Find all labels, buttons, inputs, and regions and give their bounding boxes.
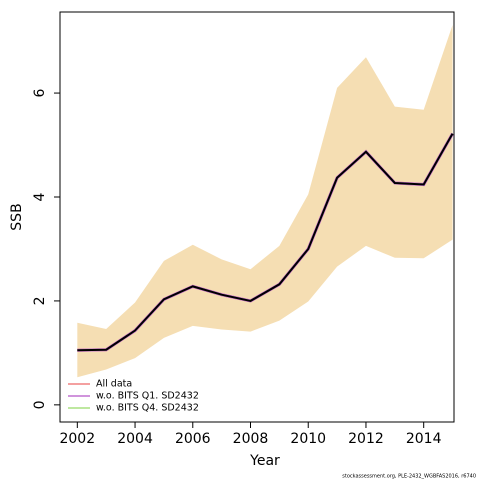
series-line: [77, 133, 454, 352]
y-tick-label: 0: [32, 400, 48, 409]
y-axis-label: SSB: [9, 203, 25, 230]
legend-label: w.o. BITS Q4. SD2432: [96, 403, 199, 414]
x-tick-label: 2014: [406, 431, 442, 447]
x-tick-label: 2002: [59, 431, 95, 447]
plot-frame: [59, 11, 455, 423]
legend-label: w.o. BITS Q1. SD2432: [96, 391, 199, 402]
x-axis-label: Year: [249, 453, 280, 469]
y-tick-label: 6: [32, 89, 48, 98]
y-tick-label: 4: [32, 192, 48, 201]
confidence-band: [77, 24, 453, 378]
x-tick-label: 2004: [117, 431, 153, 447]
footnote: stockassessment.org, PLE-2432_WGBFAS2016…: [342, 474, 476, 480]
x-tick-label: 2012: [348, 431, 384, 447]
x-tick-label: 2010: [290, 431, 326, 447]
x-tick-label: 2006: [175, 431, 211, 447]
x-tick-label: 2008: [233, 431, 269, 447]
legend-label: All data: [96, 379, 132, 390]
y-tick-label: 2: [32, 296, 48, 305]
